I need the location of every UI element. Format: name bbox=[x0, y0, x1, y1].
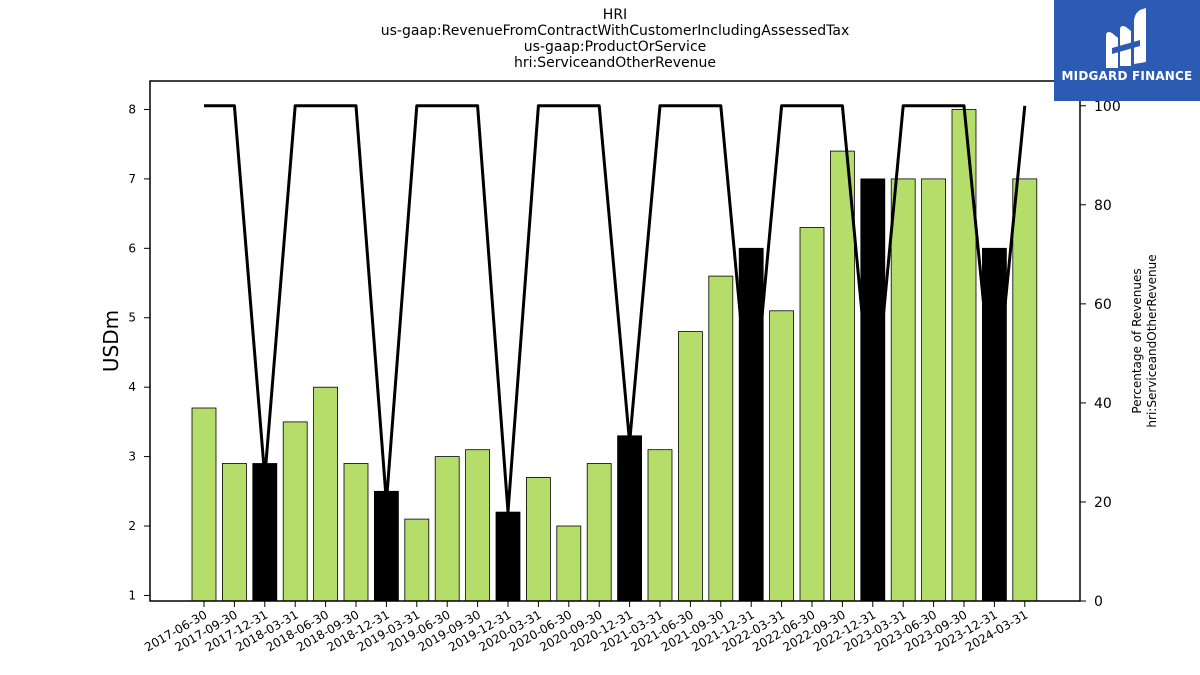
right-axis-ticks: 0 20 40 60 80 100 bbox=[1080, 99, 1121, 610]
quarter-bar bbox=[799, 227, 825, 602]
y2-tick-label: 60 bbox=[1094, 297, 1112, 313]
y2-axis-label-line2: hri:ServiceandOtherRevenue bbox=[1145, 254, 1159, 427]
chart-title-ticker: HRI bbox=[602, 7, 628, 23]
annual-bar bbox=[617, 435, 642, 602]
quarter-bar bbox=[647, 449, 673, 602]
plot-frame bbox=[149, 80, 1081, 602]
annual-bar bbox=[860, 178, 886, 602]
quarter-bar bbox=[769, 310, 794, 602]
chart-title-concept: us-gaap:RevenueFromContractWithCustomerI… bbox=[380, 23, 850, 39]
quarter-bar bbox=[921, 178, 946, 602]
y-tick-label: 2 bbox=[128, 519, 136, 533]
annual-bar bbox=[495, 511, 521, 602]
left-axis-ticks: 1 2 3 4 5 6 7 8 bbox=[128, 102, 150, 602]
y2-tick-label: 100 bbox=[1094, 99, 1121, 115]
quarter-bar bbox=[830, 150, 855, 602]
chart-title-member: hri:ServiceandOtherRevenue bbox=[513, 55, 717, 71]
quarter-bar bbox=[526, 476, 551, 602]
quarter-bar bbox=[282, 421, 308, 602]
y-axis-label: USDm bbox=[99, 310, 123, 372]
quarter-bar bbox=[1012, 178, 1038, 602]
percentage-line-series bbox=[204, 104, 1027, 514]
quarter-bar bbox=[313, 386, 339, 602]
annual-bar bbox=[373, 490, 399, 602]
y2-tick-label: 80 bbox=[1094, 198, 1112, 214]
quarter-bar bbox=[890, 178, 916, 602]
y2-tick-label: 40 bbox=[1094, 396, 1112, 412]
logo-text: MIDGARD FINANCE bbox=[1061, 69, 1193, 83]
quarter-bar bbox=[343, 463, 369, 602]
bar-series bbox=[191, 109, 1038, 602]
percentage-line bbox=[204, 104, 1027, 514]
quarter-bar bbox=[221, 463, 247, 602]
y-tick-label: 3 bbox=[128, 450, 136, 464]
quarter-bar bbox=[434, 456, 460, 602]
y-tick-label: 7 bbox=[128, 172, 136, 186]
quarter-bar bbox=[708, 275, 734, 602]
x-axis-ticks: 2017-06-302017-09-302017-12-312018-03-31… bbox=[142, 601, 1030, 654]
quarter-bar bbox=[586, 463, 612, 602]
y2-tick-label: 20 bbox=[1094, 495, 1112, 511]
y-tick-label: 8 bbox=[128, 102, 136, 116]
quarter-bar bbox=[465, 449, 491, 602]
quarter-bar bbox=[191, 407, 217, 602]
y-tick-label: 6 bbox=[128, 241, 136, 255]
y-tick-label: 1 bbox=[128, 588, 136, 602]
annual-bar bbox=[982, 247, 1007, 602]
chart-title-axis: us-gaap:ProductOrService bbox=[523, 39, 707, 55]
y2-axis-label-line1: Percentage of Revenues bbox=[1130, 268, 1144, 413]
annual-bar bbox=[252, 463, 278, 602]
y2-tick-label: 0 bbox=[1094, 594, 1103, 610]
midgard-logo-icon bbox=[1106, 8, 1146, 68]
y-tick-label: 5 bbox=[128, 311, 136, 325]
y-tick-label: 4 bbox=[128, 380, 136, 394]
midgard-finance-logo: MIDGARD FINANCE bbox=[1054, 0, 1200, 101]
quarter-bar bbox=[678, 331, 703, 602]
quarter-bar bbox=[404, 518, 430, 602]
quarter-bar bbox=[556, 525, 582, 602]
